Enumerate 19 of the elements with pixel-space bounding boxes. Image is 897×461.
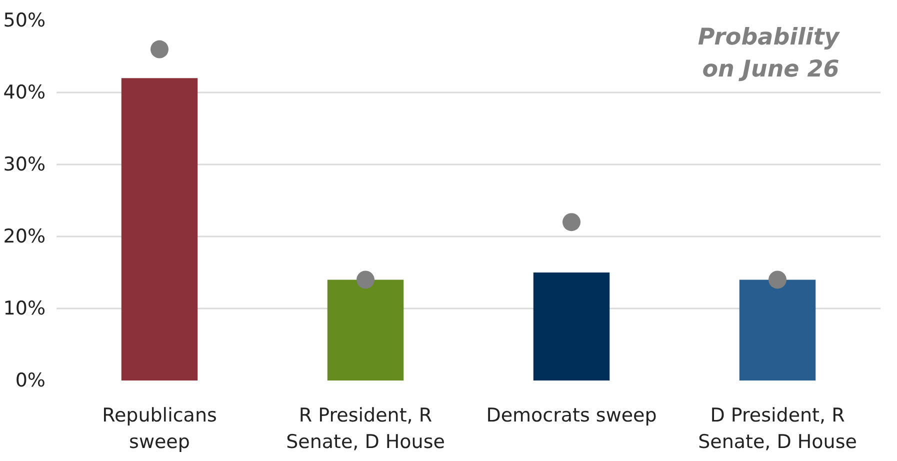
y-tick-label: 40%: [3, 82, 46, 104]
x-tick-label: R President, R Senate, D House: [286, 404, 445, 453]
y-tick-label: 0%: [15, 370, 46, 392]
bar: [533, 272, 610, 380]
text: Probability on June 26: [698, 24, 840, 82]
y-tick-label: 50%: [3, 10, 46, 32]
y-tick-label: 30%: [3, 154, 46, 176]
point: [562, 213, 580, 232]
x-tick-label: Republicans sweep: [102, 404, 217, 453]
point: [356, 270, 374, 289]
bar: [739, 280, 816, 380]
point: [768, 270, 786, 289]
bar: [327, 280, 404, 380]
y-tick-label: 20%: [3, 226, 46, 248]
x-tick-label: Democrats sweep: [486, 404, 657, 426]
y-tick-label: 10%: [3, 298, 46, 320]
bar: [121, 78, 198, 380]
x-tick-label: D President, R Senate, D House: [698, 404, 857, 453]
point: [150, 40, 168, 58]
